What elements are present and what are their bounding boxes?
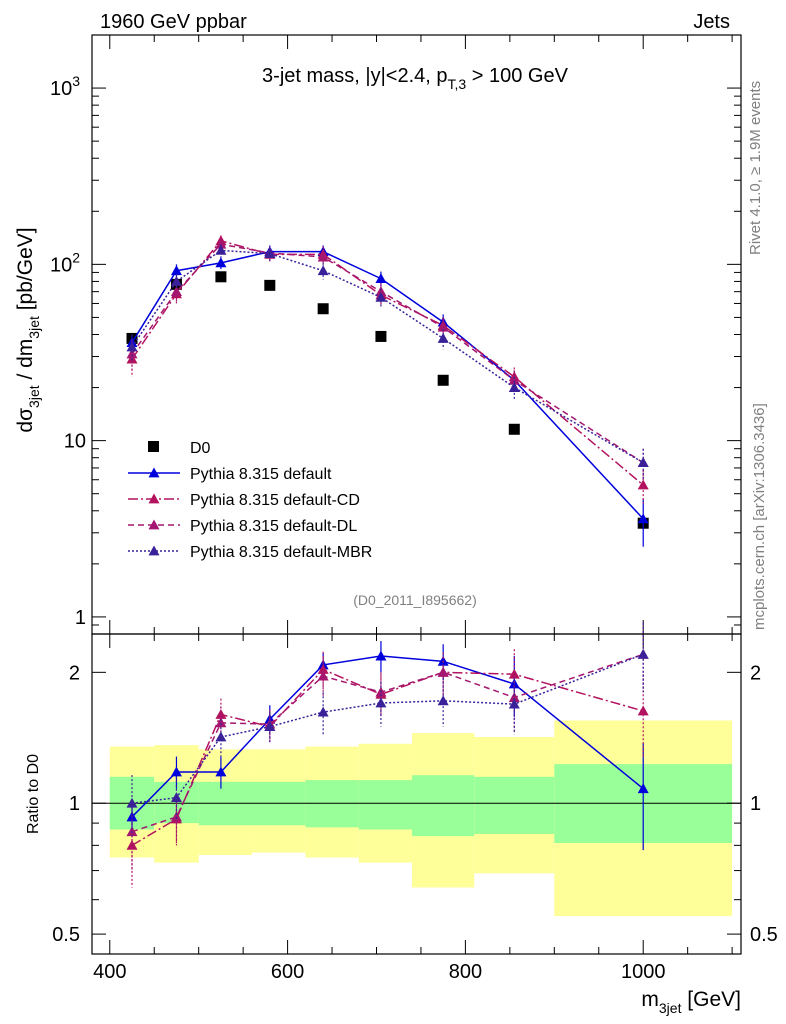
- marker-default: [637, 513, 649, 524]
- rivet-label: Rivet 4.1.0, ≥ 1.9M events: [747, 81, 764, 255]
- chart-title: 3-jet mass, |y|<2.4, pT,3 > 100 GeV: [262, 65, 569, 92]
- analysis-id-label: (D0_2011_I895662): [353, 592, 477, 608]
- x-axis-label: m3jet [GeV]: [641, 988, 741, 1016]
- band-inner: [305, 780, 359, 828]
- legend-marker-d0: [148, 441, 159, 452]
- data-point-d0: [215, 271, 227, 283]
- ratio-y-tick-label-right: 2: [750, 662, 761, 684]
- jets-label: Jets: [693, 11, 730, 33]
- x-tick-label: 600: [271, 961, 304, 983]
- series-line-mbr: [131, 249, 644, 464]
- ratio-marker-mbr: [437, 695, 449, 706]
- ratio-marker-default: [375, 650, 387, 661]
- band-inner: [358, 780, 413, 830]
- marker-mbr: [215, 244, 227, 255]
- x-tick-label: 800: [449, 961, 482, 983]
- ratio-marker-dl: [126, 826, 138, 837]
- main-y-tick-label: 10: [64, 431, 86, 453]
- x-tick-label: 1000: [621, 961, 666, 983]
- ratio-marker-mbr: [375, 697, 387, 708]
- series-line-dl: [131, 243, 644, 464]
- marker-dl: [317, 251, 329, 262]
- data-point-d0: [264, 279, 276, 291]
- legend-label-default: Pythia 8.315 default: [190, 466, 332, 483]
- legend-label-mbr: Pythia 8.315 default-MBR: [190, 544, 372, 561]
- marker-mbr: [170, 275, 182, 286]
- ratio-marker-mbr: [637, 648, 649, 659]
- energy-label: 1960 GeV ppbar: [100, 11, 247, 33]
- marker-mbr: [317, 265, 329, 276]
- data-point-d0: [508, 423, 520, 435]
- marker-mbr: [508, 382, 520, 392]
- marker-default: [375, 273, 387, 284]
- legend-marker-mbr: [148, 545, 160, 556]
- ratio-marker-mbr: [317, 706, 329, 717]
- mcplots-label: mcplots.cern.ch [arXiv:1306.3436]: [751, 403, 768, 630]
- ratio-frame: [91, 633, 742, 955]
- ratio-y-label: Ratio to D0: [25, 754, 42, 834]
- marker-mbr: [637, 457, 649, 468]
- main-series: [126, 235, 649, 547]
- data-point-d0: [437, 374, 449, 386]
- ratio-marker-default: [637, 783, 649, 794]
- marker-cd: [637, 479, 649, 490]
- ratio-marker-mbr: [508, 698, 520, 709]
- legend: D0 Pythia 8.315 default Pythia 8.315 defau…: [128, 440, 372, 561]
- band-inner: [474, 776, 555, 834]
- legend-label-cd: Pythia 8.315 default-CD: [190, 492, 360, 509]
- ratio-marker-mbr: [215, 731, 227, 742]
- marker-default: [170, 265, 182, 276]
- ratio-ticks: 0.5 0.5 1 1 2 2 400 600 800 1000: [52, 634, 778, 983]
- ratio-marker-mbr: [264, 721, 276, 732]
- main-y-tick-label: 1: [75, 607, 86, 629]
- data-point-d0: [317, 303, 329, 315]
- ratio-y-tick-label: 0.5: [52, 924, 80, 946]
- ratio-marker-dl: [508, 692, 520, 702]
- ratio-marker-dl: [170, 811, 182, 822]
- ratio-marker-cd: [215, 708, 227, 719]
- main-plot-panel: 3-jet mass, |y|<2.4, pT,3 > 100 GeV dσ3j…: [14, 34, 742, 635]
- ratio-marker-mbr: [170, 792, 182, 803]
- main-ticks: 1 10 102 103: [50, 34, 741, 635]
- y-axis-label: dσ3jet / dm3jet [pb/GeV]: [14, 227, 42, 432]
- legend-label-dl: Pythia 8.315 default-DL: [190, 518, 357, 535]
- marker-dl: [508, 374, 520, 385]
- legend-marker-default: [148, 467, 160, 478]
- marker-mbr: [126, 341, 138, 352]
- ratio-marker-cd: [637, 705, 649, 716]
- legend-label-data: D0: [190, 440, 211, 457]
- marker-dl: [375, 286, 387, 297]
- ratio-y-tick-label-right: 1: [750, 793, 761, 815]
- ratio-y-tick-label: 2: [69, 662, 80, 684]
- ratio-marker-cd: [317, 664, 329, 674]
- legend-marker-cd: [148, 493, 160, 504]
- marker-dl: [126, 348, 138, 359]
- marker-mbr: [437, 332, 449, 343]
- ratio-marker-default: [215, 766, 227, 777]
- ratio-marker-default: [170, 766, 182, 777]
- band-inner: [412, 775, 475, 837]
- ratio-y-tick-label: 1: [69, 793, 80, 815]
- ratio-marker-dl: [437, 666, 449, 677]
- ratio-marker-mbr: [126, 797, 138, 808]
- ratio-plot-panel: 0.5 0.5 1 1 2 2 400 600 800 1000 Ratio to D0 m3je…: [25, 622, 778, 1016]
- ratio-marker-dl: [317, 670, 329, 681]
- uncertainty-bands: [92, 720, 741, 917]
- data-point-d0: [375, 330, 387, 342]
- marker-mbr: [264, 248, 276, 259]
- marker-mbr: [375, 291, 387, 302]
- x-tick-label: 400: [93, 961, 126, 983]
- ratio-y-tick-label-right: 0.5: [750, 924, 778, 946]
- marker-dl: [437, 321, 449, 332]
- ratio-marker-dl: [215, 717, 227, 728]
- marker-dl: [215, 238, 227, 249]
- ratio-series: [126, 622, 649, 888]
- marker-dl: [170, 286, 182, 297]
- main-y-tick-label: 102: [50, 249, 80, 276]
- legend-marker-dl: [148, 519, 160, 530]
- marker-default: [215, 257, 227, 268]
- main-y-tick-label: 103: [50, 73, 80, 100]
